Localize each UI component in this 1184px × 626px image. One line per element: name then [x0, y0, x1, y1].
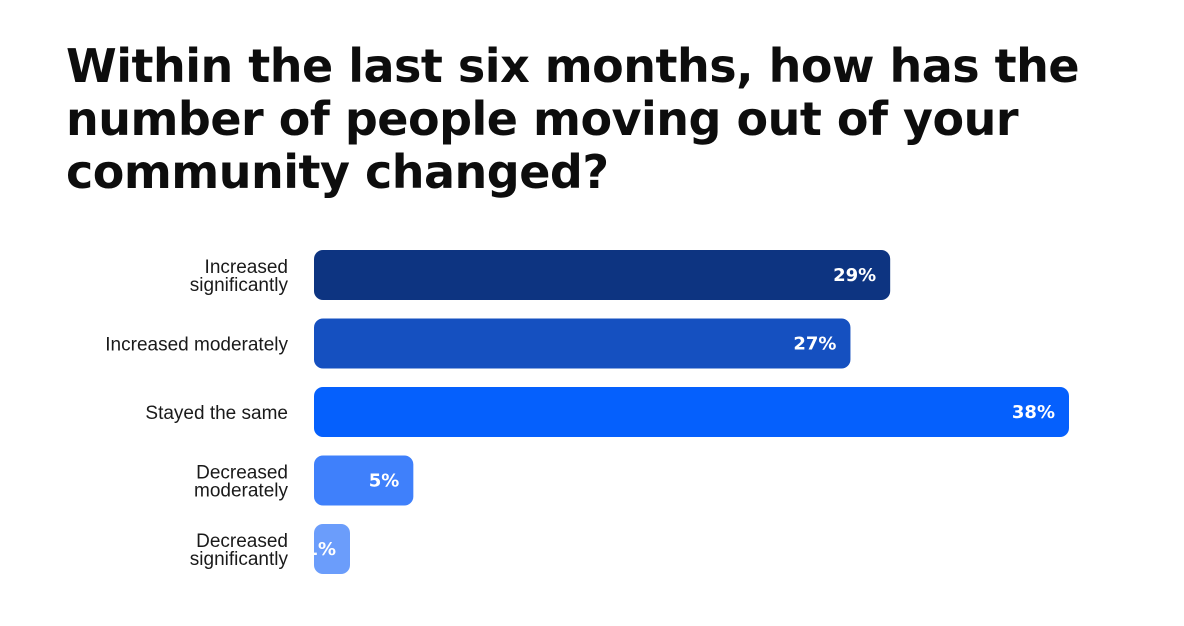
category-label-0-line-1: significantly: [190, 275, 289, 296]
category-label-3-line-0: Decreased: [196, 463, 288, 484]
category-label-4: Decreased significantly: [190, 531, 289, 570]
category-label-4-line-0: Decreased: [196, 531, 288, 552]
category-label-2: Stayed the same: [145, 403, 288, 424]
chart-title: Within the last six months, how has the …: [66, 39, 1080, 199]
category-label-3-line-1: moderately: [194, 481, 288, 502]
bar-0: [314, 250, 891, 300]
value-label-3: 5%: [369, 471, 400, 492]
category-label-0-line-0: Increased: [205, 257, 288, 278]
category-label-2-line-0: Stayed the same: [145, 403, 288, 424]
category-label-3: Decreased moderately: [194, 463, 288, 502]
bar-1: [314, 318, 851, 369]
category-label-1: Increased moderately: [105, 335, 288, 356]
value-label-1: 27%: [793, 334, 836, 355]
bar-2: [314, 387, 1069, 437]
bar-4: [314, 524, 350, 574]
category-label-0: Increased significantly: [190, 257, 289, 296]
bar-3: [314, 455, 414, 506]
value-label-0: 29%: [833, 265, 876, 286]
value-label-4: 1%: [305, 539, 336, 560]
value-label-2: 38%: [1012, 402, 1055, 423]
category-label-4-line-1: significantly: [190, 549, 289, 570]
category-label-1-line-0: Increased moderately: [105, 335, 288, 356]
